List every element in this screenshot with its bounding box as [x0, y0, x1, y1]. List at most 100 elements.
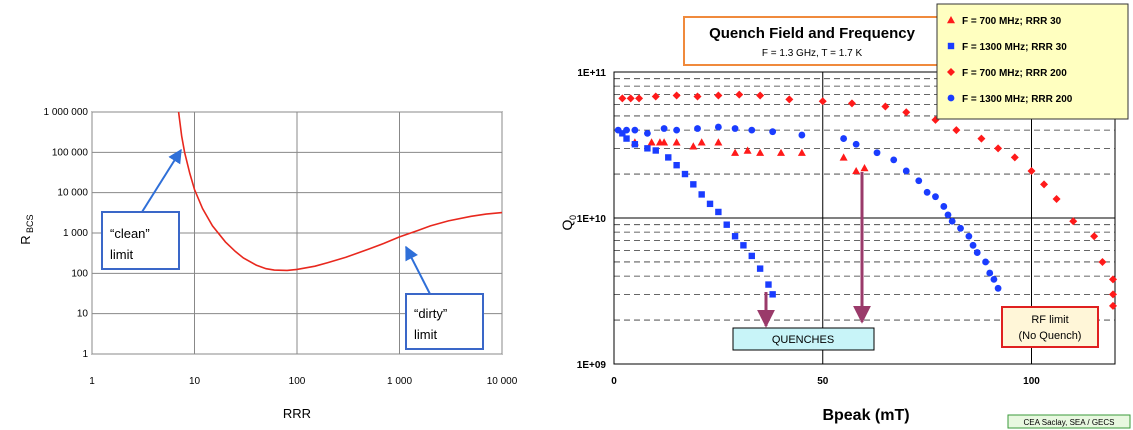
- quench-x-tick-label: 100: [1023, 376, 1040, 387]
- credit-box: [1007, 414, 1131, 429]
- quench-point: [672, 91, 681, 100]
- quench-point: [852, 166, 861, 175]
- quench-point: [631, 141, 639, 148]
- quench-point: [873, 149, 881, 157]
- rbcs-y-tick-label: 100 000: [52, 147, 89, 158]
- quench-point: [660, 125, 668, 132]
- quench-point: [694, 125, 701, 132]
- quench-x-tick-label: 0: [611, 376, 617, 387]
- quench-point: [748, 252, 755, 260]
- rbcs-x-label: RRR: [283, 406, 311, 421]
- legend-marker: [947, 16, 955, 24]
- clean-limit-line1: “clean”: [110, 226, 150, 241]
- legend-label: F = 700 MHz; RRR 200: [962, 68, 1067, 79]
- quench-point: [731, 148, 740, 156]
- quench-point: [1027, 166, 1036, 175]
- quench-point: [840, 135, 848, 142]
- quench-point: [932, 193, 939, 201]
- quench-points: [614, 90, 1117, 310]
- quench-point: [673, 161, 680, 169]
- quench-point: [756, 148, 765, 156]
- quench-point: [818, 97, 827, 106]
- quench-point: [923, 188, 931, 196]
- quench-point: [839, 153, 848, 161]
- rbcs-curve: [177, 111, 503, 272]
- rf-limit-line2: (No Quench): [1019, 330, 1082, 342]
- quench-point: [689, 142, 698, 150]
- quench-point: [697, 138, 706, 146]
- quench-point: [902, 167, 910, 175]
- quench-point: [647, 138, 656, 146]
- quench-point: [769, 128, 777, 136]
- dirty-limit-line1: “dirty”: [414, 306, 447, 321]
- quench-point: [847, 99, 856, 108]
- quench-point: [860, 164, 869, 172]
- quench-y-tick-label: 1E+10: [577, 214, 607, 225]
- quench-point: [952, 126, 961, 135]
- quench-point: [723, 221, 730, 228]
- quench-y-label: Q 0: [559, 215, 578, 230]
- legend-marker: [947, 94, 955, 102]
- quench-point: [618, 94, 627, 103]
- quench-point: [714, 138, 723, 146]
- quench-point: [1090, 232, 1099, 241]
- quench-point: [665, 154, 672, 161]
- quench-series-diamond: [618, 90, 1117, 310]
- quench-legend: [936, 3, 1129, 120]
- rbcs-x-tick-label: 10 000: [487, 376, 518, 387]
- rbcs-x-tick-label: 1 000: [387, 376, 412, 387]
- legend-label: F = 700 MHz; RRR 30: [962, 16, 1062, 27]
- clean-limit-line2: limit: [110, 247, 133, 262]
- quench-point: [1069, 217, 1078, 226]
- quench-point: [681, 170, 689, 178]
- rbcs-y-tick-label: 10: [77, 309, 89, 320]
- quench-point: [673, 126, 681, 134]
- rf-limit-box: [1001, 306, 1099, 348]
- quench-point: [644, 145, 651, 152]
- quench-y-ticks: 1E+09 1E+10 1E+11: [577, 68, 607, 371]
- quench-point: [994, 144, 1003, 153]
- rbcs-y-label: R BCS: [18, 214, 35, 244]
- quench-point: [990, 275, 998, 283]
- legend-marker: [947, 68, 955, 76]
- rbcs-y-tick-label: 1: [82, 349, 88, 360]
- quench-point: [635, 94, 644, 103]
- quench-point: [631, 126, 639, 134]
- quench-point: [1052, 194, 1061, 203]
- quench-point: [1098, 257, 1107, 266]
- quench-point: [698, 191, 705, 198]
- quench-point: [660, 138, 669, 146]
- quench-x-tick-label: 50: [817, 376, 829, 387]
- quench-point: [965, 232, 973, 240]
- quench-point: [743, 146, 752, 154]
- quench-point: [915, 177, 923, 185]
- quench-point: [740, 242, 747, 249]
- quench-point: [1109, 290, 1117, 299]
- quench-point: [731, 233, 739, 240]
- quench-point: [706, 200, 714, 208]
- quench-point: [969, 241, 977, 249]
- quench-point: [777, 148, 785, 156]
- quenches-label: QUENCHES: [772, 334, 834, 346]
- rf-limit-line1: RF limit: [1031, 314, 1068, 326]
- quench-y-tick-label: 1E+09: [577, 360, 607, 371]
- quench-point: [977, 134, 986, 143]
- rbcs-y-tick-label: 1 000: [63, 228, 88, 239]
- quench-point: [798, 131, 806, 139]
- quench-point: [735, 90, 744, 99]
- quench-y-label-main: Q: [559, 219, 575, 230]
- quench-point: [797, 148, 806, 156]
- rbcs-y-tick-label: 100: [71, 268, 88, 279]
- quenches-box: [732, 327, 875, 351]
- quench-point: [769, 291, 776, 298]
- quench-point: [973, 249, 981, 256]
- quench-point: [714, 123, 722, 131]
- quench-point: [748, 126, 756, 134]
- quench-point: [982, 258, 989, 266]
- rbcs-y-label-sub: BCS: [25, 214, 35, 233]
- quench-point: [623, 126, 630, 134]
- rbcs-y-label-main: R: [18, 235, 33, 244]
- quench-point: [994, 284, 1002, 292]
- quench-point: [940, 203, 948, 210]
- quench-series-square: [619, 130, 776, 298]
